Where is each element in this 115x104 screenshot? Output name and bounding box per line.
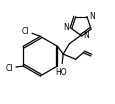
Text: Cl: Cl bbox=[21, 27, 29, 36]
Text: N: N bbox=[83, 31, 88, 40]
Text: HO: HO bbox=[55, 68, 66, 77]
Text: Cl: Cl bbox=[5, 64, 13, 73]
Text: N: N bbox=[63, 23, 69, 32]
Text: N: N bbox=[89, 12, 94, 21]
